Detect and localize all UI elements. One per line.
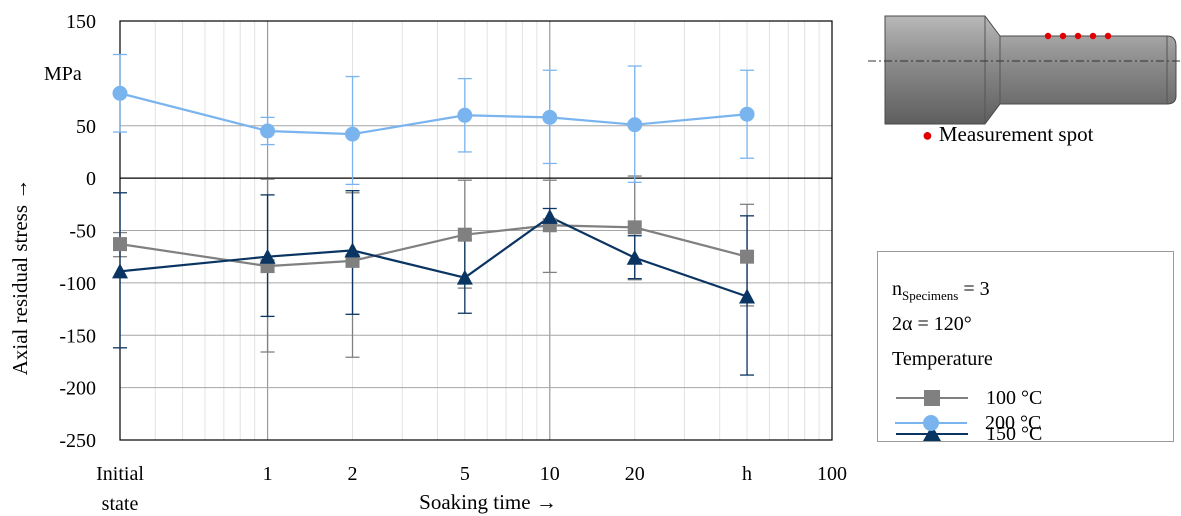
- marker-triangle: [739, 288, 756, 304]
- marker-circle: [345, 126, 361, 142]
- x-tick-label: 10: [540, 463, 560, 485]
- y-tick-label: -200: [59, 378, 96, 400]
- legend: nSpecimens = 3 2α = 120° Temperature 100…: [877, 251, 1174, 445]
- legend-temperature-heading: Temperature: [892, 348, 993, 370]
- measurement-spot: [1044, 32, 1052, 40]
- x-tick-label: 20: [625, 463, 645, 485]
- legend-specimens: nSpecimens = 3: [892, 278, 990, 304]
- legend-angle: 2α = 120°: [892, 313, 972, 335]
- y-tick-label: -250: [59, 430, 96, 452]
- marker-circle: [739, 106, 755, 122]
- series-line: [119, 224, 748, 268]
- x-tick-label: h: [742, 463, 752, 485]
- legend-label-100: 100 °C: [986, 387, 1043, 409]
- y-tick-labels: 150 50 0 -50 -100 -150 -200 -250: [59, 11, 96, 452]
- x-axis-label: Soaking time →: [419, 490, 557, 514]
- y-tick-label: -100: [59, 273, 96, 295]
- x-tick-label: Initial: [96, 463, 144, 485]
- y-tick-label: 0: [86, 168, 96, 190]
- y-tick-label: 50: [76, 116, 96, 138]
- specimen-drawing: [868, 15, 1181, 125]
- x-tick-labels: Initial 1 2 5 10 20 h 100 state: [96, 463, 847, 515]
- legend-n-value: = 3: [958, 278, 990, 300]
- marker-triangle: [456, 269, 473, 285]
- measurement-spot: [1104, 32, 1112, 40]
- marker-circle: [260, 123, 276, 139]
- legend-entry-100: 100 °C: [892, 386, 1092, 410]
- major-gridlines: [120, 20, 832, 441]
- marker-square: [627, 220, 642, 235]
- series-lines: [119, 92, 748, 298]
- legend-swatch-200: [895, 415, 967, 431]
- legend-entry-150: 150 °C: [892, 422, 1092, 446]
- y-tick-label: -50: [69, 221, 96, 243]
- marker-triangle: [541, 208, 558, 224]
- measurement-spot-caption: ● Measurement spot: [922, 122, 1093, 147]
- y-tick-label: 150: [66, 11, 96, 33]
- x-tick-label: 1: [263, 463, 273, 485]
- measurement-spots: [1044, 32, 1112, 40]
- marker-square: [113, 237, 127, 252]
- y-axis-label: Axial residual stress →: [8, 179, 32, 376]
- series-line: [119, 215, 748, 298]
- specimen-body: [884, 15, 1177, 125]
- marker-circle: [627, 117, 643, 133]
- legend-n-subscript: Specimens: [902, 288, 959, 303]
- marker-square: [457, 227, 472, 242]
- marker-triangle: [626, 249, 643, 265]
- red-dot-icon: ●: [922, 125, 933, 145]
- x-tick-label: 5: [460, 463, 470, 485]
- y-unit-label: MPa: [44, 63, 82, 85]
- measurement-spot: [1059, 32, 1067, 40]
- marker-circle: [112, 85, 128, 101]
- series-line: [119, 92, 748, 136]
- x-tick-label-second-line: state: [102, 493, 139, 515]
- measurement-spot: [1089, 32, 1097, 40]
- legend-label-150: 150 °C: [986, 423, 1043, 445]
- marker-triangle: [344, 242, 361, 258]
- x-tick-label: 100: [817, 463, 847, 485]
- measurement-spot: [1074, 32, 1082, 40]
- marker-circle: [457, 107, 473, 123]
- y-tick-label: -150: [59, 325, 96, 347]
- legend-n: n: [892, 278, 902, 300]
- marker-square: [740, 249, 755, 264]
- series-markers: [112, 85, 756, 304]
- legend-label-200: 200 °C: [985, 412, 1042, 434]
- error-bars: [113, 53, 755, 376]
- marker-triangle: [259, 248, 276, 264]
- x-tick-label: 2: [348, 463, 358, 485]
- legend-swatch-150: [896, 425, 968, 441]
- marker-circle: [542, 109, 558, 125]
- marker-triangle: [112, 263, 128, 279]
- measurement-spot-label: Measurement spot: [938, 122, 1094, 146]
- legend-entry-200: 200 °C: [891, 411, 1091, 435]
- legend-swatch-100: [896, 390, 968, 406]
